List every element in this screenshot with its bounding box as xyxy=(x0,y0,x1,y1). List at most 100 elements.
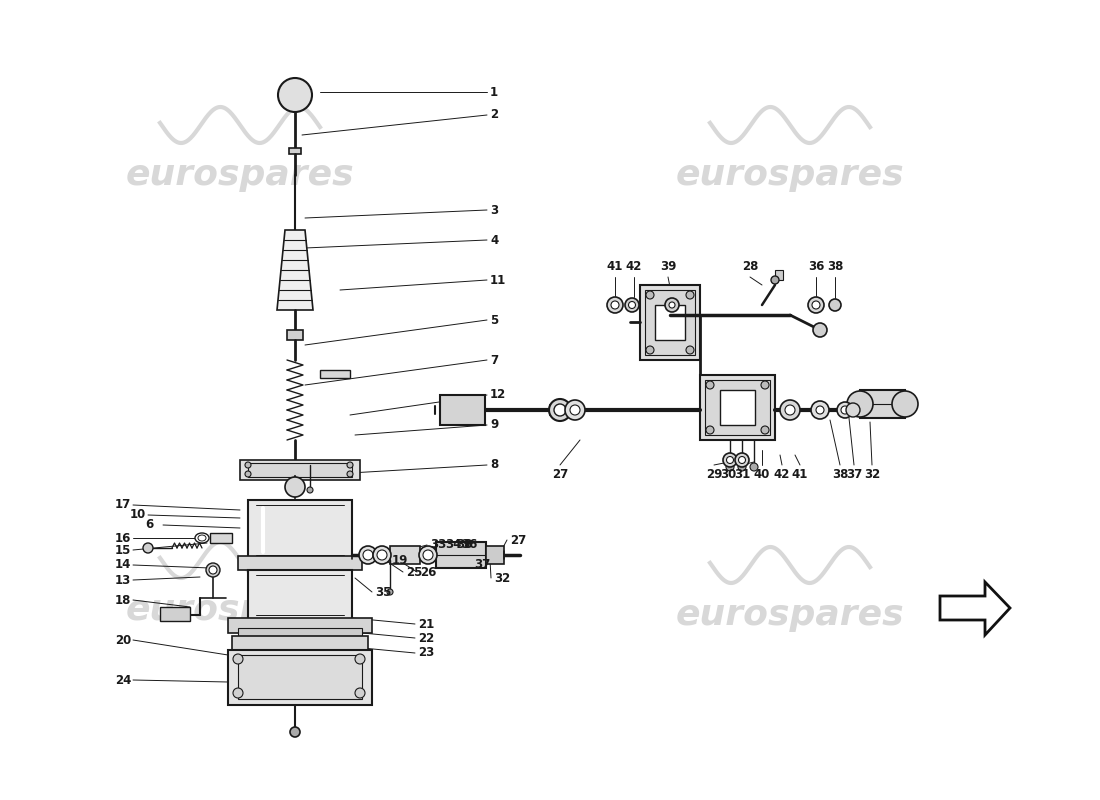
Text: 19: 19 xyxy=(392,554,408,566)
Text: 28: 28 xyxy=(741,261,758,274)
Text: 37: 37 xyxy=(846,469,862,482)
Text: 26: 26 xyxy=(420,566,437,578)
Circle shape xyxy=(771,276,779,284)
Bar xyxy=(289,148,301,154)
Circle shape xyxy=(346,462,353,468)
Circle shape xyxy=(750,463,758,471)
Circle shape xyxy=(761,381,769,389)
Bar xyxy=(654,305,685,340)
Text: 15: 15 xyxy=(116,543,131,557)
Text: 14: 14 xyxy=(116,558,131,571)
Ellipse shape xyxy=(198,535,206,541)
Circle shape xyxy=(355,654,365,664)
Circle shape xyxy=(837,402,852,418)
Text: 42: 42 xyxy=(773,469,790,482)
Text: eurospares: eurospares xyxy=(675,158,904,192)
Text: 17: 17 xyxy=(116,498,131,511)
Circle shape xyxy=(686,291,694,299)
Text: 32: 32 xyxy=(494,571,510,585)
Circle shape xyxy=(726,463,734,471)
Bar xyxy=(228,618,372,633)
Circle shape xyxy=(666,298,679,312)
Bar xyxy=(228,650,372,705)
Circle shape xyxy=(206,563,220,577)
Bar xyxy=(248,500,352,560)
Circle shape xyxy=(813,323,827,337)
Circle shape xyxy=(808,297,824,313)
Circle shape xyxy=(816,406,824,414)
Circle shape xyxy=(373,546,390,564)
Text: 41: 41 xyxy=(607,261,624,274)
Circle shape xyxy=(554,404,566,416)
Circle shape xyxy=(307,487,314,493)
Text: 27: 27 xyxy=(552,469,568,482)
Bar xyxy=(160,607,190,621)
Circle shape xyxy=(209,566,217,574)
Text: 38: 38 xyxy=(456,538,472,551)
Bar xyxy=(436,542,486,568)
Bar xyxy=(705,380,770,435)
Text: 18: 18 xyxy=(116,594,131,606)
Bar xyxy=(248,570,352,620)
Text: 2: 2 xyxy=(490,109,498,122)
Bar xyxy=(640,285,700,360)
Text: 20: 20 xyxy=(116,634,131,646)
Bar xyxy=(210,533,232,543)
Bar xyxy=(248,463,352,477)
Circle shape xyxy=(646,291,654,299)
Circle shape xyxy=(278,78,312,112)
Text: 7: 7 xyxy=(490,354,498,366)
Circle shape xyxy=(355,688,365,698)
Circle shape xyxy=(892,391,918,417)
Text: eurospares: eurospares xyxy=(125,158,354,192)
Text: 38: 38 xyxy=(832,469,848,482)
Polygon shape xyxy=(940,582,1010,635)
Text: 27: 27 xyxy=(510,534,526,546)
Text: 11: 11 xyxy=(490,274,506,286)
Text: 36: 36 xyxy=(807,261,824,274)
Text: 40: 40 xyxy=(754,469,770,482)
Circle shape xyxy=(811,401,829,419)
Text: 1: 1 xyxy=(490,86,498,98)
Bar xyxy=(440,395,485,425)
Circle shape xyxy=(549,399,571,421)
Bar xyxy=(645,290,695,355)
Circle shape xyxy=(738,463,746,471)
Circle shape xyxy=(377,550,387,560)
Text: 5: 5 xyxy=(490,314,498,326)
Circle shape xyxy=(387,589,393,595)
Polygon shape xyxy=(277,230,313,310)
Circle shape xyxy=(424,550,433,560)
Circle shape xyxy=(669,302,675,308)
Circle shape xyxy=(245,471,251,477)
Circle shape xyxy=(233,654,243,664)
Text: 9: 9 xyxy=(490,418,498,431)
Circle shape xyxy=(847,391,873,417)
Text: 4: 4 xyxy=(490,234,498,246)
Bar xyxy=(240,460,360,480)
Ellipse shape xyxy=(195,533,209,543)
Text: 32: 32 xyxy=(864,469,880,482)
Circle shape xyxy=(761,426,769,434)
Text: 30: 30 xyxy=(719,469,736,482)
Circle shape xyxy=(290,727,300,737)
Text: 37: 37 xyxy=(474,558,491,571)
Circle shape xyxy=(846,403,860,417)
Text: eurospares: eurospares xyxy=(125,593,354,627)
Text: 8: 8 xyxy=(490,458,498,471)
Bar xyxy=(287,330,303,340)
Circle shape xyxy=(359,546,377,564)
Circle shape xyxy=(780,400,800,420)
Circle shape xyxy=(143,543,153,553)
Text: 42: 42 xyxy=(626,261,642,274)
Bar xyxy=(232,636,368,651)
Circle shape xyxy=(607,297,623,313)
Bar xyxy=(720,390,755,425)
Text: 41: 41 xyxy=(792,469,808,482)
Circle shape xyxy=(812,301,820,309)
Bar xyxy=(320,370,350,378)
Text: 31: 31 xyxy=(734,469,750,482)
Text: 13: 13 xyxy=(116,574,131,586)
Text: 35: 35 xyxy=(375,586,392,598)
Bar xyxy=(390,546,420,564)
